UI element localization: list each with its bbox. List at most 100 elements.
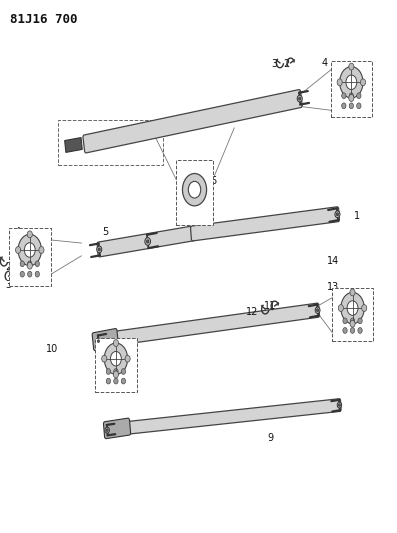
Circle shape bbox=[96, 338, 101, 344]
Circle shape bbox=[349, 103, 353, 109]
Text: 10: 10 bbox=[46, 344, 58, 354]
Text: 3: 3 bbox=[271, 59, 277, 69]
Text: 13: 13 bbox=[328, 282, 339, 292]
Circle shape bbox=[188, 181, 201, 198]
Circle shape bbox=[98, 248, 100, 251]
Text: 81J16 700: 81J16 700 bbox=[10, 13, 77, 26]
Bar bbox=[330, 61, 372, 117]
Circle shape bbox=[106, 429, 108, 431]
Circle shape bbox=[349, 94, 354, 101]
FancyBboxPatch shape bbox=[83, 90, 302, 153]
Text: 3: 3 bbox=[5, 280, 11, 290]
FancyBboxPatch shape bbox=[191, 207, 339, 241]
Circle shape bbox=[338, 305, 343, 311]
Text: 4: 4 bbox=[322, 58, 328, 68]
Circle shape bbox=[347, 301, 358, 316]
Circle shape bbox=[114, 369, 118, 374]
Circle shape bbox=[27, 231, 32, 238]
Circle shape bbox=[340, 67, 363, 98]
Circle shape bbox=[315, 307, 320, 313]
Circle shape bbox=[20, 261, 25, 266]
Circle shape bbox=[35, 261, 39, 266]
Text: 6: 6 bbox=[210, 176, 217, 186]
Circle shape bbox=[362, 305, 367, 311]
Circle shape bbox=[183, 174, 206, 206]
Circle shape bbox=[125, 356, 130, 362]
Circle shape bbox=[28, 261, 32, 266]
Bar bbox=[95, 338, 137, 392]
Text: 2: 2 bbox=[5, 262, 11, 271]
Circle shape bbox=[28, 271, 32, 277]
Circle shape bbox=[24, 243, 35, 257]
Circle shape bbox=[346, 75, 357, 90]
Circle shape bbox=[110, 351, 121, 366]
Circle shape bbox=[337, 79, 342, 86]
Circle shape bbox=[357, 103, 361, 109]
Text: 14: 14 bbox=[328, 256, 339, 266]
Circle shape bbox=[145, 238, 150, 245]
Polygon shape bbox=[65, 138, 82, 152]
Circle shape bbox=[343, 318, 347, 324]
Circle shape bbox=[299, 97, 301, 100]
Text: 11: 11 bbox=[264, 302, 276, 311]
Circle shape bbox=[39, 247, 44, 254]
Circle shape bbox=[357, 93, 361, 99]
Circle shape bbox=[105, 427, 110, 433]
Circle shape bbox=[360, 79, 366, 86]
Circle shape bbox=[18, 235, 41, 265]
Circle shape bbox=[342, 93, 346, 99]
Circle shape bbox=[350, 289, 355, 296]
Text: 12: 12 bbox=[246, 307, 258, 317]
Circle shape bbox=[20, 271, 25, 277]
Circle shape bbox=[297, 95, 302, 102]
Circle shape bbox=[106, 378, 111, 384]
Circle shape bbox=[114, 340, 118, 346]
Text: 8: 8 bbox=[358, 66, 364, 76]
Circle shape bbox=[146, 240, 149, 243]
Circle shape bbox=[351, 318, 355, 324]
FancyBboxPatch shape bbox=[104, 418, 131, 439]
Circle shape bbox=[341, 293, 364, 324]
Circle shape bbox=[349, 93, 353, 99]
Text: 7: 7 bbox=[195, 176, 201, 186]
Circle shape bbox=[350, 320, 355, 327]
Circle shape bbox=[35, 271, 39, 277]
Text: 5: 5 bbox=[102, 227, 108, 237]
Bar bbox=[332, 288, 373, 341]
Circle shape bbox=[336, 213, 339, 216]
Circle shape bbox=[15, 247, 21, 254]
Text: 13: 13 bbox=[111, 384, 123, 394]
Circle shape bbox=[342, 103, 346, 109]
Circle shape bbox=[97, 340, 100, 343]
Circle shape bbox=[121, 378, 125, 384]
Bar bbox=[176, 160, 213, 225]
Text: 2: 2 bbox=[283, 59, 290, 69]
Bar bbox=[58, 120, 163, 165]
Circle shape bbox=[339, 404, 340, 406]
Circle shape bbox=[102, 356, 107, 362]
Circle shape bbox=[358, 318, 362, 324]
Text: 9: 9 bbox=[267, 433, 273, 443]
Circle shape bbox=[337, 402, 342, 408]
FancyBboxPatch shape bbox=[92, 328, 118, 351]
Circle shape bbox=[121, 369, 125, 374]
Bar bbox=[9, 228, 51, 286]
Circle shape bbox=[343, 328, 347, 333]
Circle shape bbox=[358, 328, 362, 333]
Text: 4: 4 bbox=[15, 227, 21, 237]
Text: 14: 14 bbox=[99, 384, 111, 394]
FancyBboxPatch shape bbox=[97, 226, 195, 257]
Circle shape bbox=[114, 378, 118, 384]
Circle shape bbox=[349, 63, 354, 70]
Text: 1: 1 bbox=[354, 211, 360, 221]
FancyBboxPatch shape bbox=[93, 303, 320, 348]
Circle shape bbox=[351, 328, 355, 333]
FancyBboxPatch shape bbox=[105, 399, 341, 437]
Circle shape bbox=[104, 343, 127, 374]
Circle shape bbox=[316, 309, 319, 312]
Text: 8: 8 bbox=[35, 232, 41, 242]
Circle shape bbox=[335, 211, 340, 217]
Circle shape bbox=[97, 246, 102, 253]
Circle shape bbox=[106, 369, 111, 374]
Circle shape bbox=[114, 371, 118, 378]
